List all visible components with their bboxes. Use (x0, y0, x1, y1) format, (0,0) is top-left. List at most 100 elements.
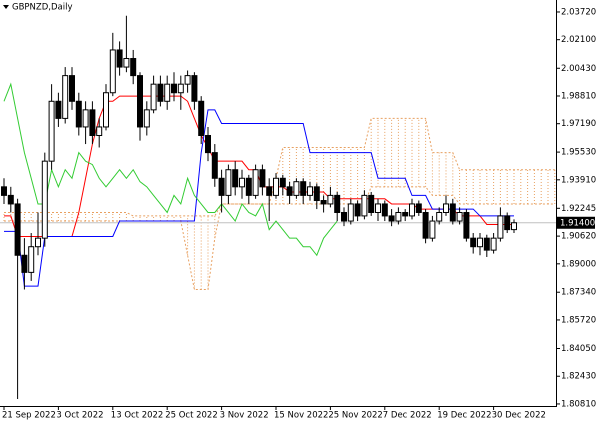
x-tick-label: 3 Nov 2022 (220, 411, 269, 421)
candle-body (456, 211, 463, 222)
candle-body (35, 237, 41, 248)
indicator-line (3, 82, 338, 257)
candle-body (211, 152, 218, 179)
candle-body (463, 211, 470, 239)
candle-body (103, 92, 109, 128)
candle-body (164, 83, 171, 102)
candle-body (429, 220, 436, 239)
candle-body (252, 169, 259, 196)
candle-body (184, 75, 191, 85)
y-tick-label: 1.98810 (561, 91, 596, 101)
candle-body (320, 200, 327, 205)
candle-body (109, 49, 116, 94)
candle-body (347, 203, 354, 222)
candle-body (259, 169, 266, 188)
candle-body (409, 203, 415, 217)
y-tick-label: 2.03720 (561, 7, 596, 17)
candle-body (55, 100, 62, 119)
x-tick-label: 15 Nov 2022 (274, 411, 328, 421)
y-tick-label: 1.87340 (561, 288, 596, 298)
candle-body (191, 75, 198, 102)
candle-body (41, 160, 48, 239)
candle-body (375, 203, 381, 213)
candle-body (293, 181, 300, 196)
candle-body (82, 109, 89, 128)
candle-body (422, 211, 429, 239)
indicator-line (4, 95, 514, 237)
candle-body (477, 237, 483, 248)
plot (0, 15, 556, 399)
candle-body (89, 109, 96, 137)
candle-body (266, 186, 273, 196)
candle-body (177, 83, 184, 94)
y-tick-label: 1.97190 (561, 119, 596, 129)
candle-body (116, 49, 123, 68)
candle-body (218, 177, 225, 196)
candle-body (307, 186, 313, 196)
candle-body (62, 75, 69, 119)
x-tick-label: 25 Oct 2022 (165, 411, 218, 421)
candle-body (205, 135, 211, 154)
candle-body (273, 177, 279, 196)
candle-body (361, 194, 368, 217)
candle-body (443, 203, 449, 213)
candle-body (368, 194, 375, 213)
senkou-span-a (4, 186, 555, 290)
candle-body (483, 237, 490, 251)
candle-body (511, 222, 517, 231)
candle-body (225, 169, 232, 196)
candle-body (157, 83, 164, 102)
candle-body (239, 177, 245, 188)
candle-body (470, 237, 477, 248)
candle-body (143, 109, 150, 128)
y-tick-label: 1.85720 (561, 315, 596, 325)
current-price-label: 1.91400 (560, 218, 595, 228)
candle-body (327, 194, 334, 205)
candle-body (415, 203, 422, 213)
candle-body (436, 211, 443, 222)
candle-body (96, 126, 103, 137)
candle-body (388, 215, 395, 222)
candle-body (497, 215, 504, 239)
candle-body (21, 254, 28, 273)
x-tick-label: 19 Dec 2022 (437, 411, 491, 421)
y-tick-label: 1.82430 (561, 372, 596, 382)
candle-body (449, 203, 456, 222)
y-tick-label: 2.00430 (561, 64, 596, 74)
candle-body (1, 186, 7, 196)
y-tick-label: 1.89000 (561, 259, 596, 269)
candle-body (28, 246, 35, 273)
candle-body (198, 100, 205, 137)
y-tick-label: 1.84050 (561, 344, 596, 354)
candle-body (490, 237, 497, 251)
candle-body (171, 83, 177, 94)
candle-body (395, 211, 402, 222)
x-tick-label: 3 Oct 2022 (56, 411, 103, 421)
chart-title: GBPNZD,Daily (12, 3, 72, 13)
title-icon (3, 5, 9, 9)
y-tick-label: 2.02100 (561, 35, 596, 45)
candle-body (245, 177, 252, 196)
x-tick-label: 13 Oct 2022 (111, 411, 164, 421)
y-tick-label: 1.90620 (561, 232, 596, 242)
candle-body (130, 58, 137, 77)
x-tick-label: 30 Dec 2022 (492, 411, 546, 421)
indicator-line (4, 109, 514, 287)
candle-body (137, 75, 143, 128)
x-tick-label: 25 Nov 2022 (328, 411, 382, 421)
x-tick-label: 7 Dec 2022 (383, 411, 432, 421)
candle-body (300, 181, 307, 196)
candle-body (123, 58, 130, 68)
candle-body (7, 194, 14, 205)
y-tick-label: 1.92245 (561, 204, 596, 214)
x-tick-label: 21 Sep 2022 (2, 411, 56, 421)
candle-body (286, 186, 293, 196)
y-tick-label: 1.95530 (561, 148, 596, 158)
current-price-box (557, 216, 595, 229)
candle-body (14, 203, 21, 256)
candle-body (48, 100, 55, 162)
candle-body (279, 177, 286, 188)
